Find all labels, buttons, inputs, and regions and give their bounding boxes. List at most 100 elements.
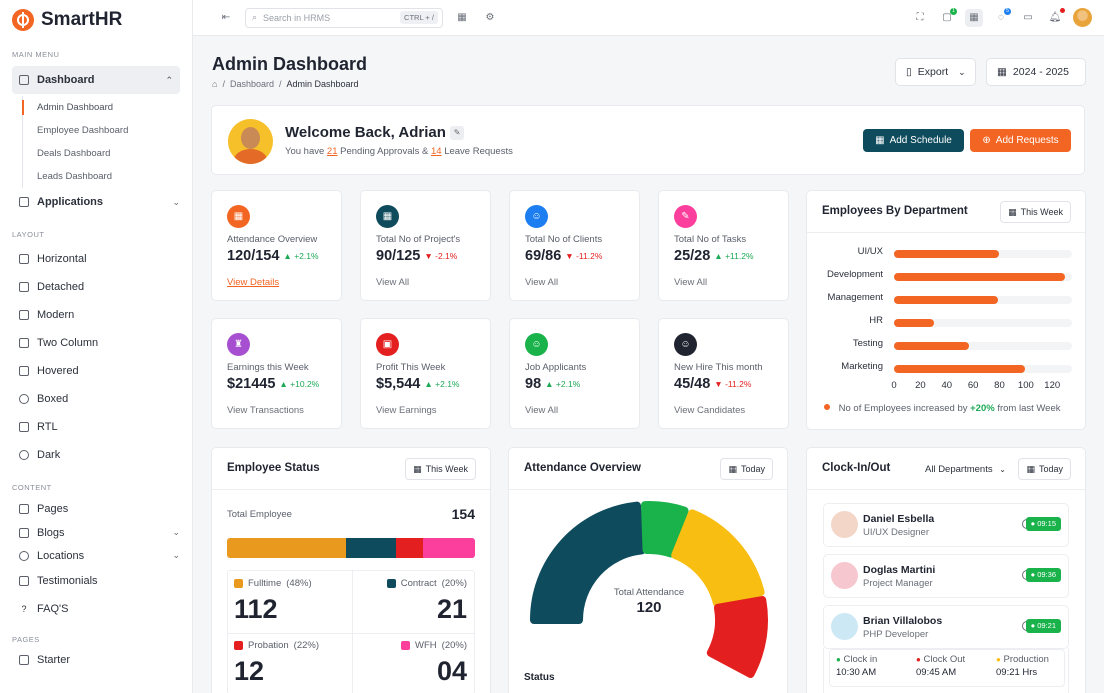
search-input[interactable]: ⌕ Search in HRMS CTRL + / <box>245 7 443 28</box>
x-tick-label: 120 <box>1044 380 1061 391</box>
add-schedule-button[interactable]: ▦ Add Schedule <box>863 129 964 152</box>
collapse-sidebar-icon[interactable]: ⇤ <box>221 12 231 23</box>
sidebar-item-starter[interactable]: Starter <box>0 652 192 668</box>
location-icon <box>19 550 29 561</box>
submenu-admin-dashboard[interactable]: Admin Dashboard <box>22 96 192 119</box>
stat-card: ✎ Total No of Tasks 25/28 ▲ +11.2% View All <box>658 190 789 301</box>
clock-list-item[interactable]: Brian Villalobos PHP Developer ● 09:21 <box>823 605 1069 649</box>
sidebar-item-modern[interactable]: Modern <box>0 301 192 329</box>
leave-requests-count[interactable]: 14 <box>430 146 442 157</box>
bar-track <box>894 250 1072 258</box>
stat-label: Profit This Week <box>376 362 446 373</box>
submenu-employee-dashboard[interactable]: Employee Dashboard <box>37 125 129 136</box>
stat-link[interactable]: View All <box>525 405 559 416</box>
department-bar-row: Marketing <box>807 361 1087 375</box>
period-filter[interactable]: ▦ Today <box>1018 458 1071 480</box>
pending-approvals-count[interactable]: 21 <box>326 146 338 157</box>
sidebar-item-label: Horizontal <box>37 253 87 265</box>
x-tick-label: 20 <box>915 380 926 391</box>
stat-icon: ☺ <box>674 333 697 356</box>
department-label: Testing <box>852 338 883 349</box>
sidebar-item-label: Detached <box>37 281 85 293</box>
sidebar-item-label: Boxed <box>37 393 69 405</box>
grid-icon[interactable]: ▦ <box>457 12 467 23</box>
apps-notification-icon[interactable]: ▢ 1 <box>938 7 957 27</box>
clock-in-time: ● 09:15 <box>1025 517 1061 531</box>
fullscreen-icon[interactable]: ⛶ <box>916 12 924 23</box>
department-filter[interactable]: All Departments ⌄ <box>925 464 1006 475</box>
card-header: Clock-In/Out All Departments ⌄ ▦ Today <box>807 448 1085 490</box>
date-range-button[interactable]: ▦ 2024 - 2025 <box>986 58 1086 86</box>
chevron-down-icon: ⌄ <box>172 550 180 560</box>
sidebar-item-dark[interactable]: Dark <box>0 441 192 469</box>
breadcrumb-dashboard[interactable]: Dashboard <box>229 79 274 89</box>
stat-icon: ▦ <box>227 205 250 228</box>
bell-icon[interactable]: 🔔︎ <box>1046 7 1065 27</box>
sidebar-item-dashboard[interactable]: Dashboard ⌃ <box>12 66 180 94</box>
layout-icon[interactable]: ▦ <box>965 8 983 27</box>
status-count: 04 <box>436 656 467 686</box>
sidebar-item-testimonials[interactable]: Testimonials <box>0 567 192 595</box>
sidebar-item-two-column[interactable]: Two Column <box>0 329 192 357</box>
sidebar-item-faqs[interactable]: ? FAQ'S <box>0 595 192 623</box>
department-label: UI/UX <box>857 246 883 257</box>
sidebar-item-hovered[interactable]: Hovered <box>0 357 192 385</box>
sidebar-item-rtl[interactable]: RTL <box>0 413 192 441</box>
settings-icon[interactable]: ⚙ <box>485 12 495 23</box>
employee-avatar <box>831 511 858 538</box>
message-icon[interactable]: ▭ <box>1023 12 1033 23</box>
submenu-leads-dashboard[interactable]: Leads Dashboard <box>37 171 112 182</box>
blogs-icon <box>19 527 29 538</box>
clock-detail-item: ● Clock in 10:30 AM <box>836 654 878 678</box>
employee-status-card: Employee Status ▦ This Week Total Employe… <box>211 447 491 693</box>
stat-change: ▼ -11.2% <box>714 379 752 389</box>
export-button[interactable]: ▯ Export ⌄ <box>895 58 976 86</box>
employee-role: UI/UX Designer <box>863 527 929 538</box>
add-requests-button[interactable]: ⊕ Add Requests <box>970 129 1071 152</box>
status-cell: Fulltime (48%) 112 <box>227 570 351 632</box>
stat-link[interactable]: View All <box>525 277 559 288</box>
layout-title: LAYOUT <box>12 230 45 239</box>
card-header: Employee Status ▦ This Week <box>212 448 490 490</box>
stat-link[interactable]: View All <box>674 277 708 288</box>
stat-value: 90/125 ▼ -2.1% <box>376 248 458 264</box>
file-icon: ▯ <box>906 66 912 78</box>
sidebar-item-pages[interactable]: Pages <box>0 496 192 521</box>
stat-link[interactable]: View Candidates <box>674 405 746 416</box>
x-tick-label: 60 <box>967 380 979 391</box>
period-filter[interactable]: ▦ Today <box>720 458 773 480</box>
stat-link[interactable]: View Earnings <box>376 405 437 416</box>
stat-change: ▲ +2.1% <box>424 379 460 389</box>
stat-link[interactable]: View Transactions <box>227 405 304 416</box>
gauge-value: 120 <box>636 599 662 616</box>
sidebar-item-boxed[interactable]: Boxed <box>0 385 192 413</box>
sidebar-item-applications[interactable]: Applications ⌄ <box>0 188 192 216</box>
stat-change: ▲ +11.2% <box>714 251 754 261</box>
user-avatar[interactable] <box>1073 8 1092 27</box>
sidebar-item-horizontal[interactable]: Horizontal <box>0 245 192 273</box>
clock-list-item[interactable]: Daniel Esbella UI/UX Designer ● 09:15 <box>823 503 1069 547</box>
search-placeholder: Search in HRMS <box>263 12 331 23</box>
stat-link[interactable]: View All <box>376 277 410 288</box>
period-filter[interactable]: ▦ This Week <box>1000 201 1071 223</box>
clock-list-item[interactable]: Doglas Martini Project Manager ● 09:36 <box>823 554 1069 598</box>
dashboard-submenu: Admin Dashboard Employee Dashboard Deals… <box>22 96 192 188</box>
legend-dot <box>824 404 830 410</box>
chat-notification-icon[interactable]: ◌ 5 <box>992 7 1011 27</box>
total-employee-label: Total Employee <box>227 509 292 520</box>
sidebar-item-label: Hovered <box>37 365 79 377</box>
logo[interactable]: SmartHR <box>0 0 192 40</box>
two-column-icon <box>19 338 29 348</box>
home-icon[interactable]: ⌂ <box>212 79 218 89</box>
stat-link[interactable]: View Details <box>227 277 280 288</box>
submenu-deals-dashboard[interactable]: Deals Dashboard <box>37 148 111 159</box>
sidebar-item-detached[interactable]: Detached <box>0 273 192 301</box>
sidebar-item-label: RTL <box>37 421 58 433</box>
sidebar-item-blogs[interactable]: Blogs ⌄ <box>0 521 192 544</box>
sidebar-item-locations[interactable]: Locations ⌄ <box>0 544 192 567</box>
apps-icon <box>19 197 29 207</box>
employee-avatar <box>831 613 858 640</box>
edit-icon[interactable]: ✎ <box>450 126 465 140</box>
stat-value: 45/48 ▼ -11.2% <box>674 376 752 392</box>
period-filter[interactable]: ▦ This Week <box>405 458 476 480</box>
